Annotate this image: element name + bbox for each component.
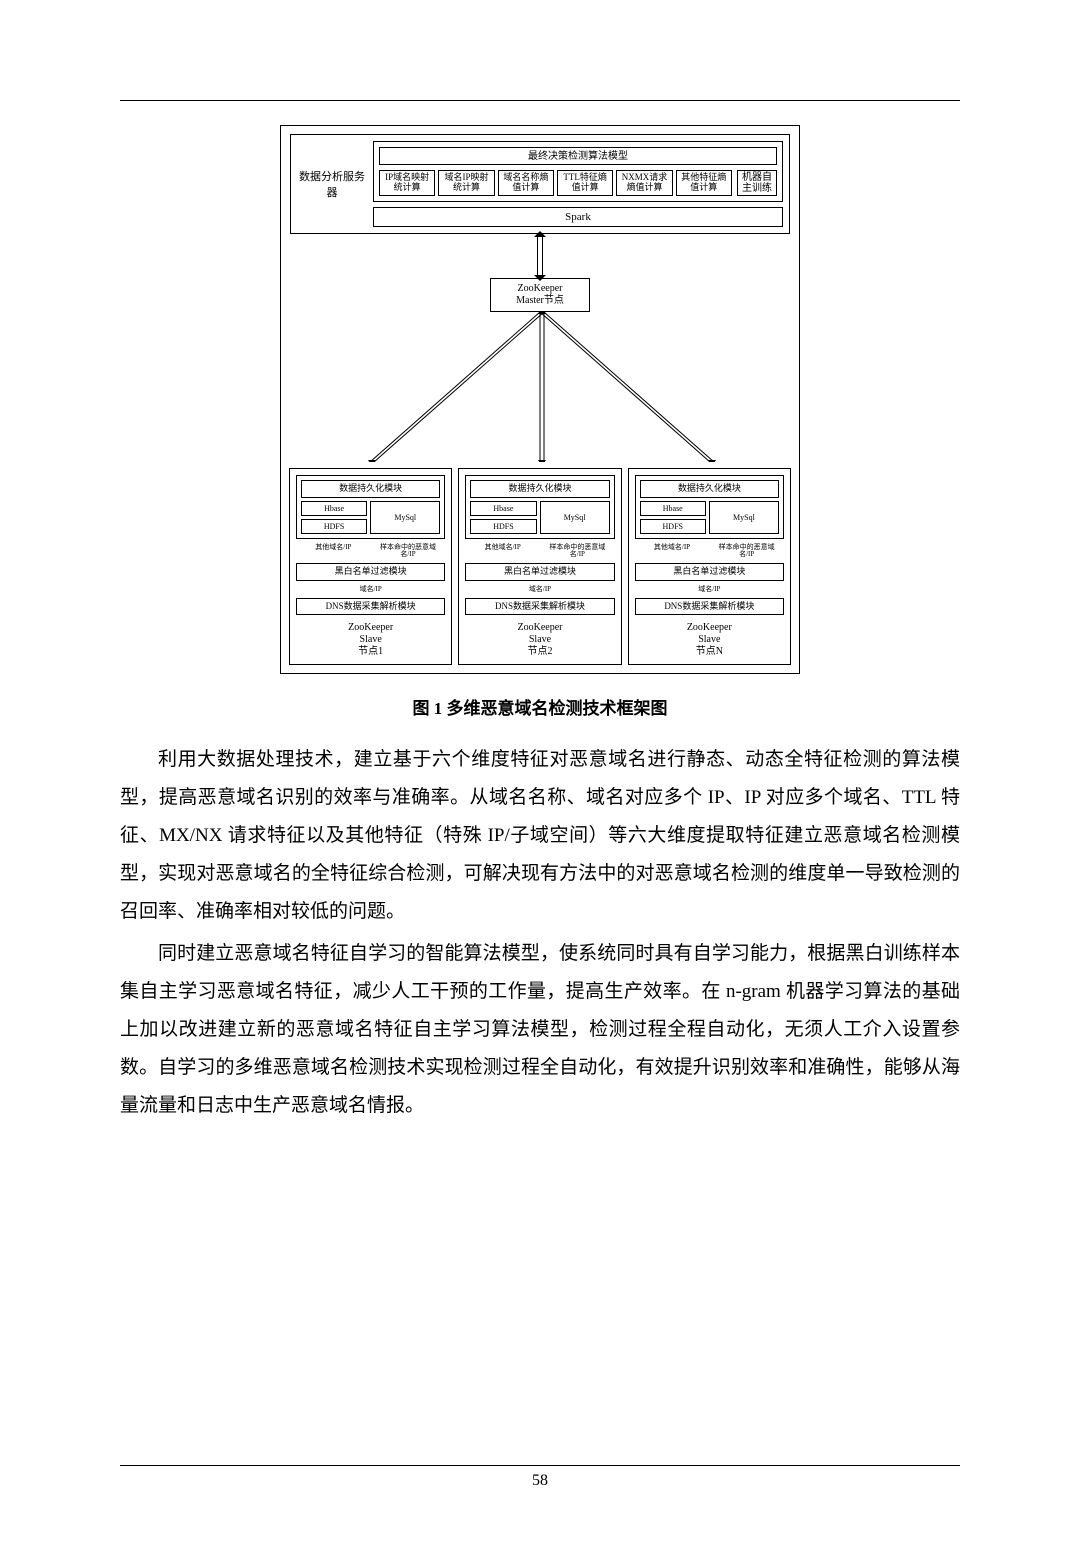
filter-module-box: 黑白名单过滤模块	[635, 563, 784, 581]
page: 数据分析服务器 最终决策检测算法模型 IP域名映射统计算 域名IP映射统计算 域…	[0, 0, 1080, 1550]
mysql-box: MySql	[370, 501, 440, 534]
feature-box: IP域名映射统计算	[379, 170, 435, 196]
feature-box: 域名名称熵值计算	[498, 170, 554, 196]
dns-collect-box: DNS数据采集解析模块	[465, 598, 614, 616]
hdfs-box: HDFS	[640, 519, 706, 534]
data-analysis-server-block: 数据分析服务器 最终决策检测算法模型 IP域名映射统计算 域名IP映射统计算 域…	[290, 134, 790, 234]
figure-caption: 图 1 多维恶意域名检测技术框架图	[120, 694, 960, 719]
persistence-module: 数据持久化模块 Hbase HDFS MySql	[465, 475, 614, 539]
flow-label: 其他域名/IP	[298, 544, 369, 558]
hbase-box: Hbase	[301, 501, 367, 516]
body-paragraph: 利用大数据处理技术，建立基于六个维度特征对恶意域名进行静态、动态全特征检测的算法…	[120, 741, 960, 931]
machine-self-train-box: 机器自主训练	[737, 170, 777, 196]
page-number: 58	[120, 1472, 960, 1490]
filter-module-box: 黑白名单过滤模块	[296, 563, 445, 581]
persistence-module: 数据持久化模块 Hbase HDFS MySql	[635, 475, 784, 539]
flow-label: 其他域名/IP	[467, 544, 538, 558]
bottom-horizontal-rule	[120, 1465, 960, 1466]
slave-footer-label: ZooKeeperSlave节点2	[465, 622, 614, 658]
connector-arrow	[537, 236, 543, 276]
persistence-label: 数据持久化模块	[640, 480, 779, 498]
feature-box: TTL特征熵值计算	[557, 170, 613, 196]
flow-label: 域名/IP	[635, 586, 784, 593]
feature-box: NXMX请求熵值计算	[616, 170, 672, 196]
feature-box: 其他特征熵值计算	[676, 170, 732, 196]
flow-label: 样本命中的恶意域名/IP	[373, 544, 444, 558]
dns-collect-box: DNS数据采集解析模块	[296, 598, 445, 616]
zookeeper-master-box: ZooKeeperMaster节点	[490, 278, 590, 312]
top-horizontal-rule	[120, 100, 960, 101]
hbase-box: Hbase	[470, 501, 536, 516]
persistence-module: 数据持久化模块 Hbase HDFS MySql	[296, 475, 445, 539]
dns-collect-box: DNS数据采集解析模块	[635, 598, 784, 616]
flow-label: 样本命中的恶意域名/IP	[542, 544, 613, 558]
caption-title: 多维恶意域名检测技术框架图	[442, 699, 667, 718]
flow-label: 其他域名/IP	[637, 544, 708, 558]
slave-node: 数据持久化模块 Hbase HDFS MySql 其他域名/IP 样本命中的恶意…	[289, 468, 452, 666]
flow-label: 样本命中的恶意域名/IP	[711, 544, 782, 558]
hdfs-box: HDFS	[470, 519, 536, 534]
flow-label: 域名/IP	[465, 586, 614, 593]
persistence-label: 数据持久化模块	[470, 480, 609, 498]
flow-label: 域名/IP	[296, 586, 445, 593]
server-label: 数据分析服务器	[297, 168, 367, 200]
spark-box: Spark	[373, 207, 783, 227]
slave-nodes-row: 数据持久化模块 Hbase HDFS MySql 其他域名/IP 样本命中的恶意…	[289, 468, 791, 666]
filter-module-box: 黑白名单过滤模块	[465, 563, 614, 581]
slave-footer-label: ZooKeeperSlave节点1	[296, 622, 445, 658]
slave-node: 数据持久化模块 Hbase HDFS MySql 其他域名/IP 样本命中的恶意…	[628, 468, 791, 666]
slave-node: 数据持久化模块 Hbase HDFS MySql 其他域名/IP 样本命中的恶意…	[458, 468, 621, 666]
mysql-box: MySql	[709, 501, 779, 534]
hdfs-box: HDFS	[301, 519, 367, 534]
architecture-diagram: 数据分析服务器 最终决策检测算法模型 IP域名映射统计算 域名IP映射统计算 域…	[280, 125, 800, 674]
caption-label: 图 1	[413, 699, 443, 718]
body-paragraph: 同时建立恶意域名特征自学习的智能算法模型，使系统同时具有自学习能力，根据黑白训练…	[120, 935, 960, 1125]
hbase-box: Hbase	[640, 501, 706, 516]
persistence-label: 数据持久化模块	[301, 480, 440, 498]
algorithm-model-group: 最终决策检测算法模型 IP域名映射统计算 域名IP映射统计算 域名名称熵值计算 …	[373, 141, 783, 202]
slave-footer-label: ZooKeeperSlave节点N	[635, 622, 784, 658]
feature-box: 域名IP映射统计算	[438, 170, 494, 196]
algorithm-model-label: 最终决策检测算法模型	[379, 147, 777, 165]
mysql-box: MySql	[540, 501, 610, 534]
fanout-connectors	[290, 312, 790, 462]
